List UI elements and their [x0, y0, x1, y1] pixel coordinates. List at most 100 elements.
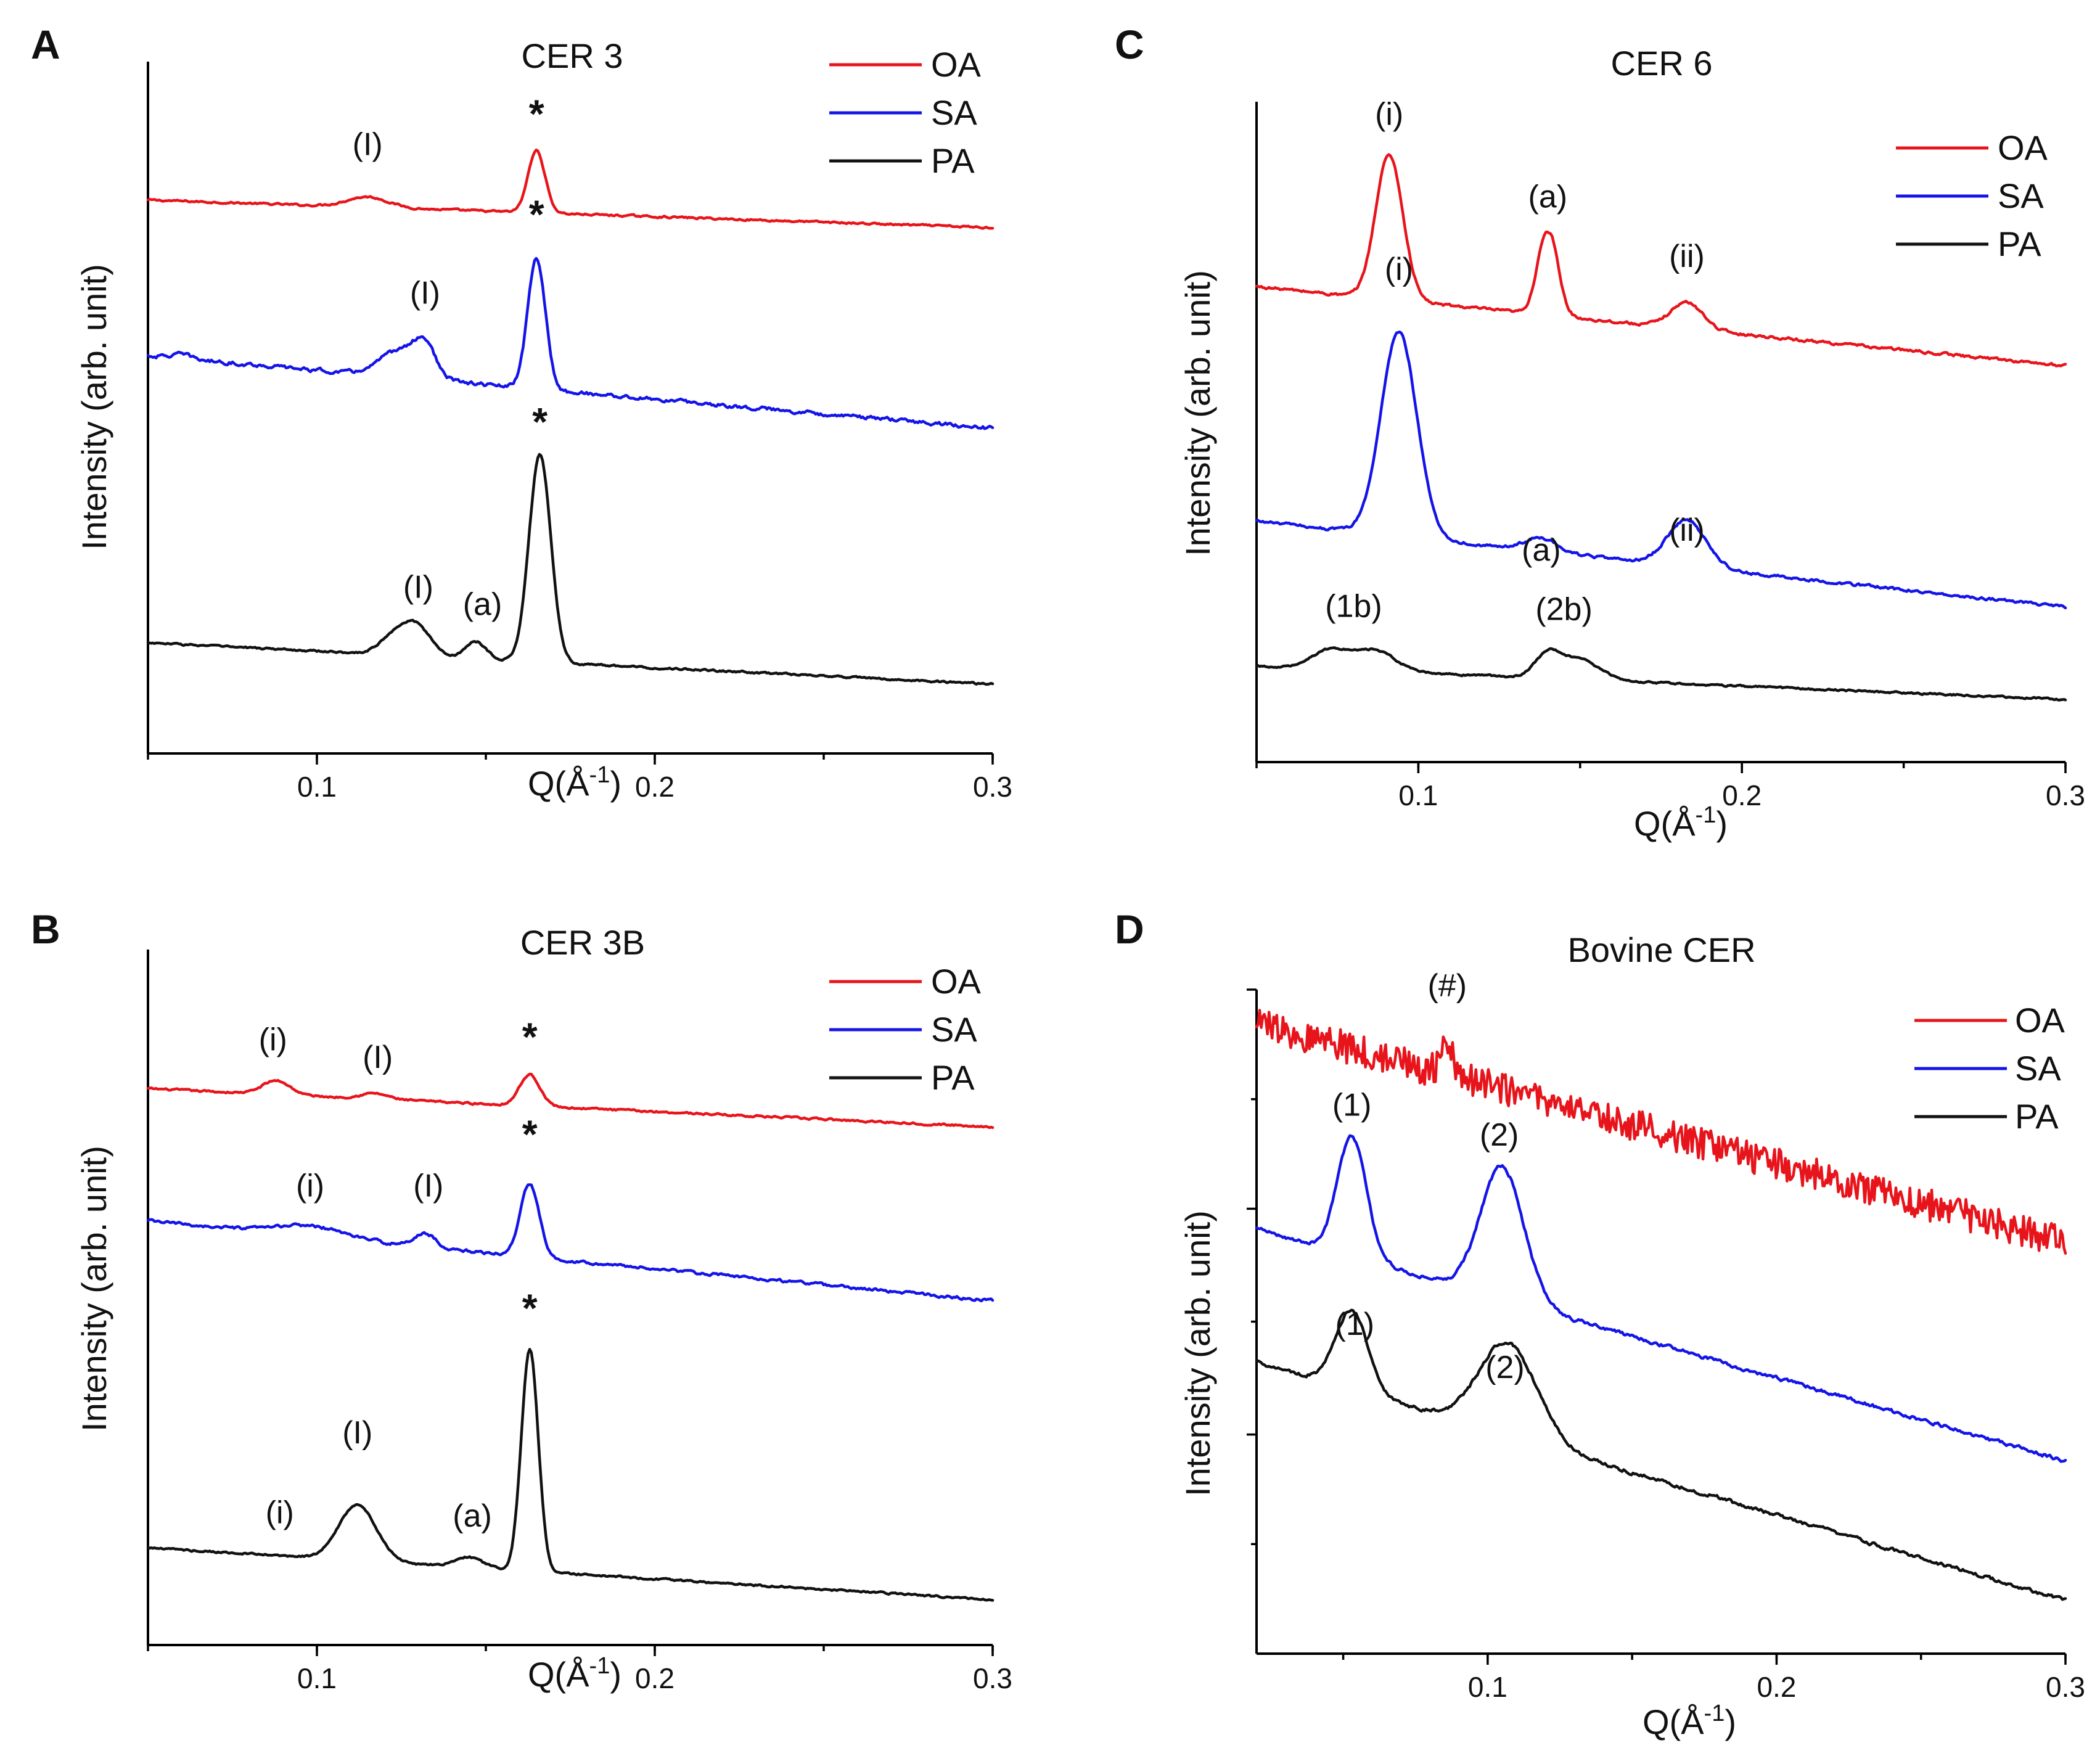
- peak-label: (I): [353, 126, 383, 162]
- panel-a: A CER 3 Intensity (arb. unit) Q(Å-1) OA …: [31, 22, 1012, 803]
- legend-label-sa: SA: [931, 93, 977, 132]
- peak-label: (ii): [1669, 512, 1705, 548]
- peak-label: (#): [1427, 968, 1467, 1004]
- peak-star-label: *: [522, 1286, 538, 1330]
- x-axis-label-exponent: -1: [589, 762, 610, 788]
- peak-label: (I): [403, 570, 433, 605]
- x-tick-label: 0.3: [2046, 1671, 2085, 1703]
- peak-label: (a): [1528, 179, 1568, 215]
- y-axis-label: Intensity (arb. unit): [1178, 270, 1217, 556]
- panel-b: B CER 3B Intensity (arb. unit) Q(Å-1) OA…: [31, 906, 1012, 1694]
- legend-label-oa: OA: [931, 45, 982, 84]
- chart-title: CER 3B: [520, 923, 645, 962]
- legend-label-pa: PA: [1998, 224, 2041, 263]
- y-axis-label: Intensity (arb. unit): [1178, 1210, 1217, 1496]
- series-line-oa: [1255, 153, 2067, 367]
- series-line-sa: [1255, 1134, 2067, 1463]
- x-axis-label: Q(Å-1): [528, 762, 621, 803]
- peak-label: (a): [453, 1498, 492, 1534]
- peak-star-label: *: [529, 192, 544, 236]
- legend-label-sa: SA: [2015, 1049, 2061, 1088]
- x-axis-label-main: Q(Å: [528, 1655, 589, 1694]
- series-line-oa: [146, 1072, 995, 1130]
- y-axis-label: Intensity (arb. unit): [75, 264, 113, 550]
- peak-label: (I): [342, 1415, 372, 1451]
- legend-label-oa: OA: [1998, 128, 2048, 167]
- y-axis-label-text: Intensity (arb. unit): [75, 1146, 113, 1432]
- peak-label: (2): [1480, 1117, 1519, 1153]
- chart-title: Bovine CER: [1567, 930, 1755, 969]
- legend-label-oa: OA: [931, 962, 982, 1001]
- series-line-oa: [146, 148, 995, 230]
- x-axis-label-exponent: -1: [1704, 1701, 1725, 1726]
- chart-title: CER 3: [522, 36, 623, 75]
- legend: OA SA PA: [829, 45, 982, 180]
- peak-label: (I): [413, 1168, 443, 1204]
- series-line-sa: [1255, 330, 2067, 610]
- peak-star-label: *: [529, 92, 544, 136]
- peak-label: (2): [1485, 1350, 1525, 1385]
- peak-star-label: *: [522, 1015, 538, 1059]
- y-axis-label-text: Intensity (arb. unit): [75, 264, 113, 550]
- x-tick-label: 0.3: [2046, 779, 2085, 811]
- x-axis-label: Q(Å-1): [1643, 1701, 1736, 1741]
- peak-label: (2b): [1535, 592, 1592, 628]
- chart-title: CER 6: [1611, 44, 1713, 83]
- legend: OA SA PA: [829, 962, 982, 1097]
- legend-label-sa: SA: [931, 1010, 977, 1049]
- x-tick-label: 0.1: [1398, 779, 1438, 811]
- x-axis-label-exponent: -1: [589, 1653, 610, 1679]
- series-line-oa: [1255, 1009, 2067, 1255]
- peak-label: (I): [410, 276, 440, 311]
- x-axis-label-main: Q(Å: [1634, 804, 1696, 843]
- peak-label: (i): [259, 1022, 287, 1058]
- y-axis-label-text: Intensity (arb. unit): [1178, 270, 1217, 556]
- series-line-sa: [146, 256, 995, 430]
- panel-letter-b: B: [31, 906, 60, 952]
- peak-label: (i): [1385, 252, 1413, 287]
- x-axis-label-close: ): [610, 1655, 621, 1694]
- x-axis-label-main: Q(Å: [1643, 1702, 1704, 1741]
- peak-label: (ii): [1669, 239, 1705, 274]
- x-axis-label-close: ): [1716, 804, 1728, 843]
- peak-label: (1): [1332, 1088, 1372, 1123]
- peak-label: (I): [363, 1040, 393, 1075]
- peak-label: (a): [1522, 532, 1561, 568]
- peak-label: (i): [266, 1495, 294, 1531]
- series-line-sa: [146, 1183, 995, 1303]
- x-tick-label: 0.3: [973, 1662, 1012, 1694]
- x-tick-label: 0.1: [297, 771, 337, 803]
- peak-star-label: *: [532, 400, 548, 444]
- x-tick-label: 0.2: [635, 771, 675, 803]
- peak-label: (1b): [1325, 588, 1382, 624]
- series-line-pa: [146, 453, 995, 686]
- x-axis-label-close: ): [610, 764, 621, 803]
- peak-label: (1): [1335, 1307, 1375, 1342]
- legend: OA SA PA: [1896, 128, 2048, 263]
- peak-label: (i): [1375, 96, 1403, 132]
- x-tick-label: 0.2: [635, 1662, 675, 1694]
- x-tick-label: 0.1: [1468, 1671, 1507, 1703]
- panel-c: C CER 6 Intensity (arb. unit) Q(Å-1) OA …: [1115, 22, 2085, 843]
- legend-label-oa: OA: [2015, 1001, 2065, 1040]
- peak-star-label: *: [522, 1112, 538, 1156]
- panel-d: D Bovine CER Intensity (arb. unit) Q(Å-1…: [1115, 906, 2085, 1741]
- legend-label-pa: PA: [931, 1058, 975, 1097]
- panel-letter-c: C: [1115, 22, 1144, 67]
- x-tick-label: 0.2: [1722, 779, 1762, 811]
- x-axis-label: Q(Å-1): [528, 1653, 621, 1694]
- x-axis-label-close: ): [1725, 1702, 1736, 1741]
- series-line-pa: [1255, 646, 2067, 702]
- series-line-pa: [1255, 1308, 2067, 1601]
- panel-letter-a: A: [31, 22, 60, 67]
- legend-label-pa: PA: [931, 141, 975, 180]
- legend-label-pa: PA: [2015, 1097, 2059, 1136]
- y-axis-label: Intensity (arb. unit): [75, 1146, 113, 1432]
- peak-label: (i): [296, 1168, 324, 1204]
- peak-label: (a): [463, 587, 502, 623]
- x-tick-label: 0.1: [297, 1662, 337, 1694]
- panel-letter-d: D: [1115, 906, 1144, 952]
- legend-label-sa: SA: [1998, 176, 2044, 215]
- x-axis-label-main: Q(Å: [528, 764, 589, 803]
